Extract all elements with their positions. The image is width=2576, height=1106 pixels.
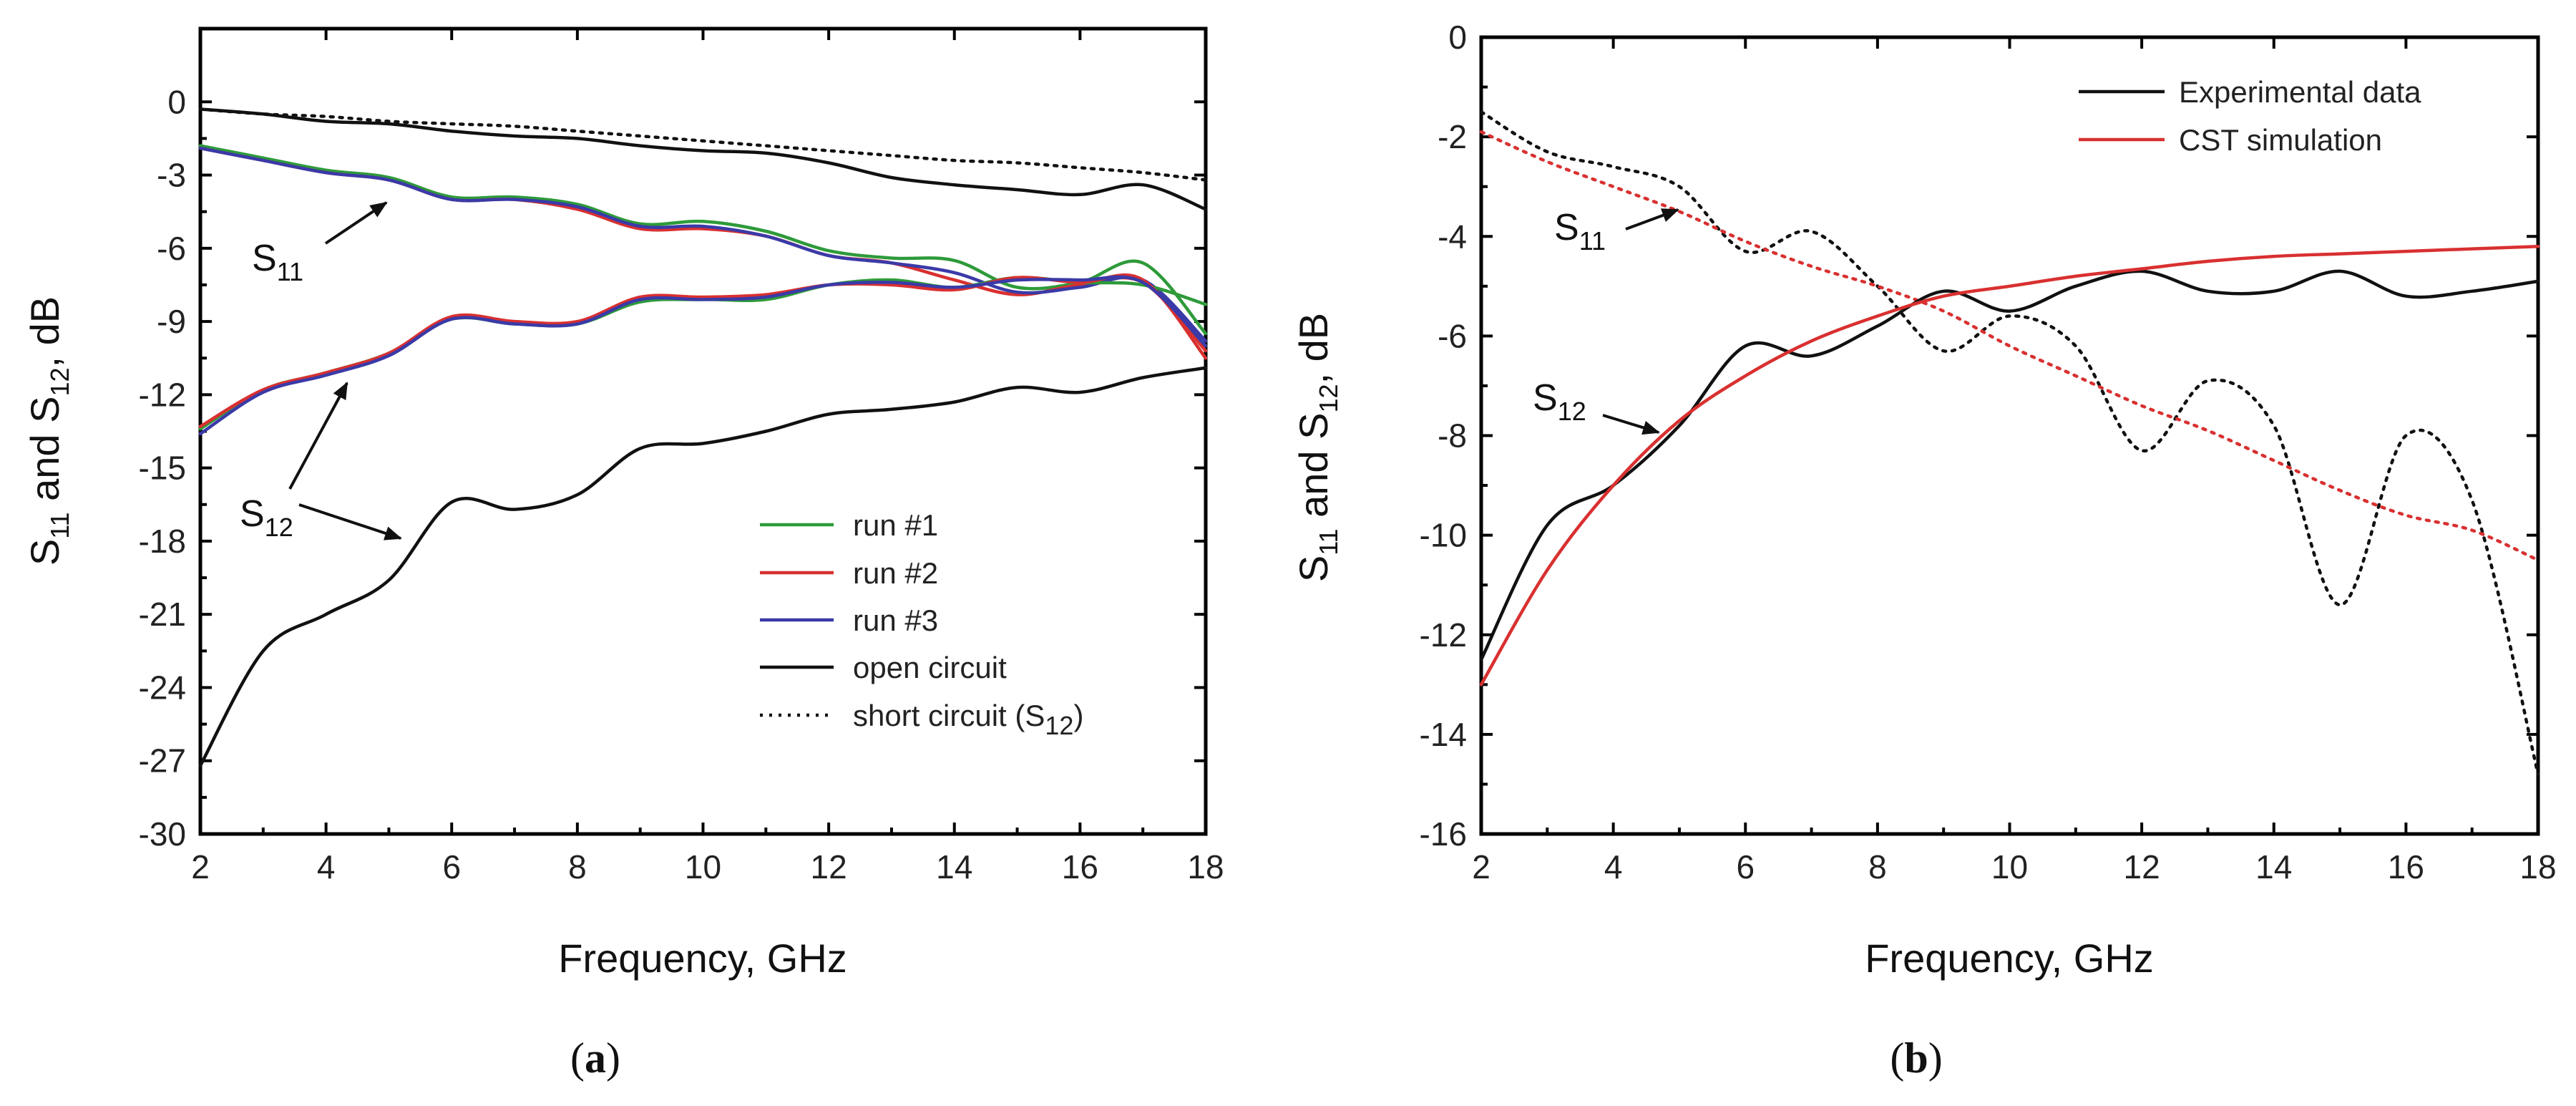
chart-b-arrow-s11 (1625, 208, 1679, 231)
chart-b-legend-label-cst: CST simulation (2179, 123, 2382, 157)
chart-a-legend-label-run3: run #3 (853, 603, 938, 637)
a-y-tick-label: -12 (139, 376, 186, 413)
a-x-tick-label: 18 (1187, 848, 1224, 886)
a-y-tick-label: 0 (167, 83, 186, 120)
b-x-tick-label: 14 (2255, 848, 2292, 886)
chart-a-arrow-s12-upper (288, 382, 348, 490)
a-x-tick-label: 4 (317, 848, 336, 886)
chart-a-y-axis-title: S11 and S12, dB (22, 296, 74, 566)
chart-b-panel-label: (b) (1890, 1034, 1942, 1082)
chart-a-series (198, 107, 1208, 767)
a-y-tick-label: -24 (139, 669, 186, 706)
a-y-tick-label: -21 (139, 596, 186, 633)
chart-a-y-tick-labels: 0 -3 -6 -9 -12 -15 -18 -21 -24 -27 -30 (139, 83, 186, 853)
a-x-tick-label: 2 (191, 848, 210, 886)
chart-a-legend: run #1 run #2 run #3 open circuit short … (760, 508, 1083, 740)
chart-a-annotation-s12: S12 (240, 493, 293, 542)
b-x-tick-label: 2 (1472, 848, 1491, 886)
chart-b-annotation-s12: S12 (1533, 377, 1586, 426)
a-x-tick-label: 14 (936, 848, 972, 886)
a-x-tick-label: 8 (568, 848, 587, 886)
a-y-tick-label: -6 (157, 230, 186, 267)
a-series-open-circuit-s12 (198, 366, 1208, 767)
a-series-run-1-s11 (198, 144, 1208, 336)
chart-a-legend-label-run2: run #2 (853, 556, 938, 590)
b-y-tick-label: -6 (1438, 317, 1467, 354)
chart-a-legend-label-short-circuit: short circuit (S12) (853, 699, 1083, 740)
b-x-tick-label: 12 (2124, 848, 2160, 886)
b-y-tick-label: -8 (1438, 417, 1467, 455)
chart-a-legend-label-run1: run #1 (853, 508, 938, 542)
chart-a-ticks (199, 29, 1207, 835)
b-x-tick-label: 10 (1991, 848, 2028, 886)
a-series-open-circuit-s11 (198, 107, 1208, 211)
chart-b-x-tick-labels: 2 4 6 8 10 12 14 16 18 (1472, 848, 2556, 886)
b-x-tick-label: 6 (1736, 848, 1755, 886)
a-y-tick-label: -27 (139, 742, 186, 780)
b-series-cst-simulation-s11 (1479, 130, 2540, 562)
chart-a-arrow-s12-lower (298, 503, 402, 540)
chart-a: 2 4 6 8 10 12 14 16 18 0 -3 -6 -9 -12 -15 -18 -21 -24 -27… (22, 26, 1224, 1082)
a-series-run-2-s12 (198, 273, 1208, 428)
chart-a-panel-label: (a) (570, 1034, 620, 1082)
a-series-run-3-s12 (198, 275, 1208, 436)
a-y-tick-label: -9 (157, 303, 186, 340)
chart-a-x-tick-labels: 2 4 6 8 10 12 14 16 18 (191, 848, 1224, 886)
chart-a-legend-label-open-circuit: open circuit (853, 651, 1007, 684)
a-series-run-3-s11 (198, 146, 1208, 343)
b-x-tick-label: 16 (2388, 848, 2424, 886)
b-y-tick-label: -10 (1420, 517, 1467, 554)
a-x-tick-label: 6 (442, 848, 461, 886)
a-x-tick-label: 16 (1062, 848, 1098, 886)
chart-b-legend-label-experimental: Experimental data (2179, 75, 2421, 109)
a-y-tick-label: -30 (139, 815, 186, 853)
b-x-tick-label: 18 (2519, 848, 2556, 886)
b-y-tick-label: -2 (1438, 118, 1467, 155)
a-series-short-circuit-s12 (198, 107, 1208, 182)
a-x-tick-label: 12 (811, 848, 847, 886)
chart-b-series (1479, 110, 2540, 776)
a-y-tick-label: -15 (139, 450, 186, 487)
chart-b-x-axis-title: Frequency, GHz (1865, 936, 2154, 981)
b-series-cst-simulation-s12 (1479, 244, 2540, 687)
chart-b-annotation-s11: S11 (1554, 207, 1606, 256)
b-series-experimental-data-s12 (1479, 269, 2540, 661)
b-series-experimental-data-s11 (1479, 110, 2540, 776)
chart-b-legend: Experimental data CST simulation (2079, 75, 2421, 157)
a-y-tick-label: -18 (139, 523, 186, 560)
b-y-tick-label: 0 (1448, 19, 1467, 56)
b-x-tick-label: 4 (1604, 848, 1623, 886)
a-y-tick-label: -3 (157, 157, 186, 194)
a-x-tick-label: 10 (685, 848, 721, 886)
chart-b-ticks (1480, 36, 2540, 835)
b-y-tick-label: -4 (1438, 218, 1467, 255)
chart-b-y-tick-labels: 0 -2 -4 -6 -8 -10 -12 -14 -16 (1420, 19, 1467, 853)
chart-b-y-axis-title: S11 and S12, dB (1291, 313, 1343, 582)
a-series-run-2-s11 (198, 146, 1208, 353)
chart-b-arrow-s12 (1602, 414, 1660, 435)
chart-a-annotation-s11: S11 (252, 238, 303, 286)
chart-a-arrow-s11 (324, 201, 388, 245)
chart-a-x-axis-title: Frequency, GHz (558, 936, 847, 981)
chart-b: 2 4 6 8 10 12 14 16 18 0 -2 -4 -6 -8 -10 -12 -14 -16 Fre… (1291, 19, 2557, 1082)
b-x-tick-label: 8 (1868, 848, 1887, 886)
b-y-tick-label: -12 (1420, 616, 1467, 654)
b-y-tick-label: -16 (1420, 815, 1467, 853)
b-y-tick-label: -14 (1420, 716, 1467, 753)
